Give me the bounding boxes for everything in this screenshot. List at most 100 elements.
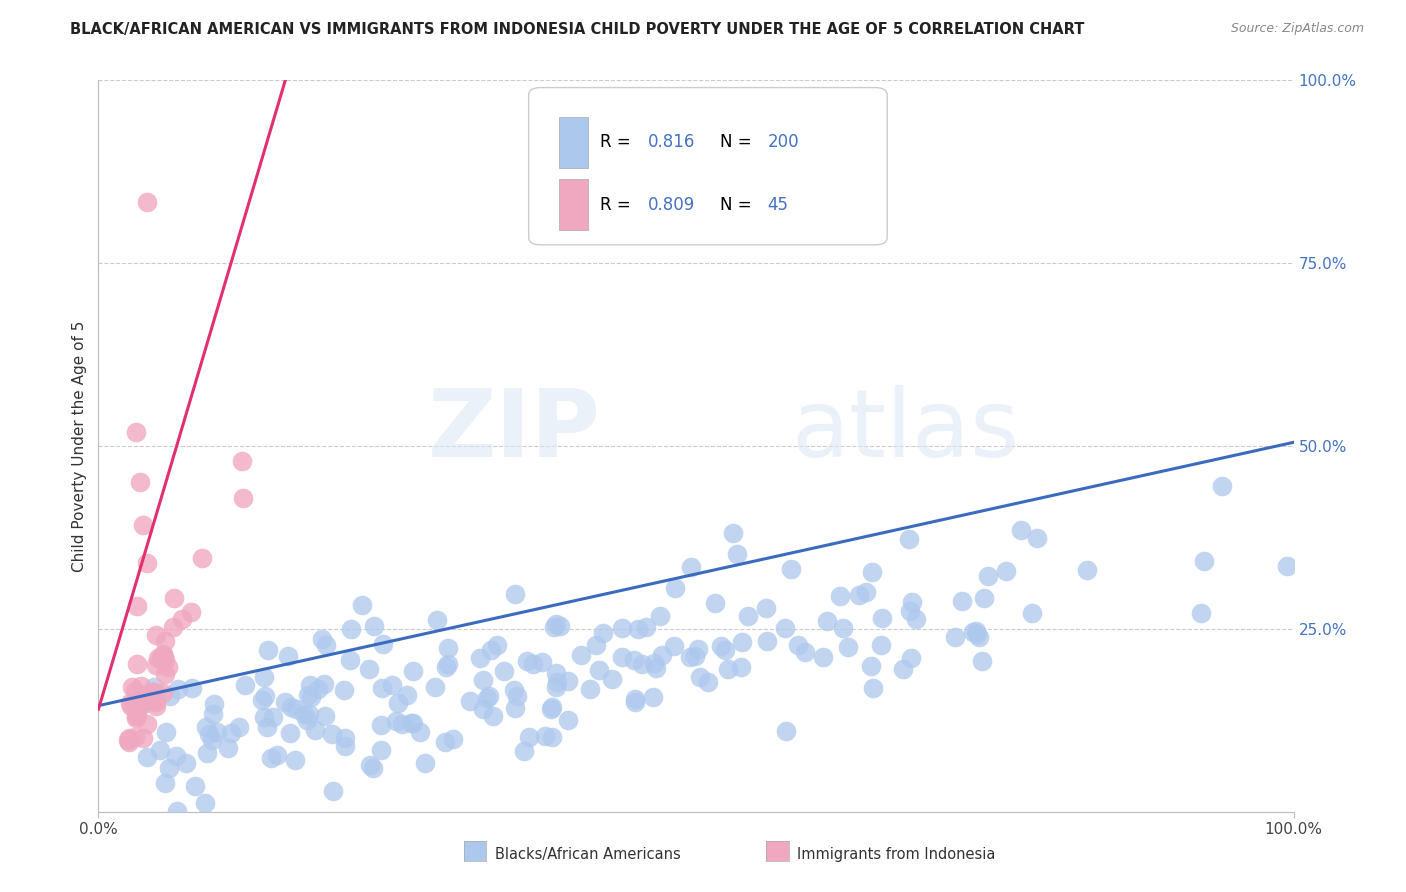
Point: [395, 614, 418, 628]
Point: [117, 696, 139, 710]
Point: [637, 574, 659, 589]
Point: [225, 653, 247, 667]
Point: [413, 667, 436, 681]
Point: [447, 595, 470, 609]
Point: [273, 735, 295, 749]
Point: [786, 468, 808, 483]
Text: Blacks/African Americans: Blacks/African Americans: [495, 847, 681, 863]
Text: Source: ZipAtlas.com: Source: ZipAtlas.com: [1230, 22, 1364, 36]
Point: [385, 534, 408, 549]
Point: [609, 602, 631, 616]
Point: [295, 662, 318, 676]
Point: [225, 682, 247, 697]
Text: ZIP: ZIP: [427, 385, 600, 477]
Point: [202, 724, 225, 739]
Point: [191, 632, 214, 647]
Point: [744, 614, 766, 628]
Point: [208, 662, 231, 676]
Point: [294, 684, 316, 698]
Point: [486, 574, 509, 588]
Point: [683, 623, 706, 637]
Point: [436, 607, 458, 621]
Point: [364, 657, 387, 671]
Point: [477, 613, 499, 627]
Point: [176, 422, 198, 436]
Point: [103, 660, 125, 674]
Point: [233, 646, 256, 660]
Point: [467, 608, 489, 623]
Point: [775, 459, 797, 474]
Point: [93, 680, 115, 694]
Point: [520, 608, 543, 623]
Point: [120, 654, 142, 668]
Text: R =: R =: [600, 134, 637, 152]
Point: [173, 690, 195, 705]
Point: [915, 496, 938, 510]
Point: [190, 659, 212, 673]
Point: [122, 539, 145, 553]
Point: [578, 590, 600, 604]
Point: [482, 617, 505, 632]
Point: [492, 615, 515, 630]
Point: [148, 721, 170, 735]
Point: [114, 612, 136, 626]
Point: [496, 559, 519, 574]
Point: [555, 487, 578, 501]
Point: [153, 664, 176, 678]
Point: [281, 718, 304, 732]
Point: [93, 343, 115, 358]
Point: [366, 654, 388, 668]
Point: [416, 644, 439, 658]
Point: [129, 564, 152, 578]
Point: [127, 646, 149, 660]
Point: [491, 656, 513, 670]
Point: [243, 698, 266, 713]
Point: [108, 662, 131, 676]
Point: [283, 646, 305, 660]
Point: [494, 621, 516, 635]
Point: [236, 587, 259, 601]
Point: [94, 549, 117, 563]
Point: [533, 638, 555, 652]
Point: [641, 597, 664, 611]
Point: [360, 636, 382, 650]
Point: [419, 572, 441, 586]
Point: [97, 642, 120, 657]
Point: [115, 612, 138, 626]
Text: 45: 45: [768, 195, 789, 213]
Point: [197, 728, 219, 742]
Point: [520, 502, 543, 516]
Point: [152, 675, 174, 690]
Point: [284, 593, 307, 607]
Point: [661, 645, 683, 659]
Point: [291, 641, 314, 656]
Point: [312, 696, 335, 710]
Point: [149, 698, 172, 713]
Point: [108, 666, 131, 681]
Bar: [558, 117, 589, 168]
Point: [392, 719, 415, 733]
Point: [564, 560, 586, 574]
Point: [467, 574, 489, 589]
Point: [108, 618, 131, 632]
Point: [477, 657, 499, 672]
Point: [538, 544, 561, 558]
Point: [668, 562, 690, 576]
Point: [115, 608, 138, 623]
Point: [655, 532, 678, 546]
Point: [724, 585, 747, 599]
Point: [245, 765, 267, 780]
Point: [143, 491, 166, 506]
Point: [231, 694, 253, 708]
Point: [166, 698, 188, 712]
Point: [267, 548, 290, 562]
Point: [136, 645, 159, 659]
Point: [602, 594, 624, 608]
Point: [194, 691, 217, 706]
Point: [254, 704, 277, 718]
Point: [93, 678, 115, 692]
Point: [107, 659, 129, 673]
Point: [350, 661, 373, 675]
Point: [337, 705, 360, 719]
Point: [357, 609, 380, 624]
